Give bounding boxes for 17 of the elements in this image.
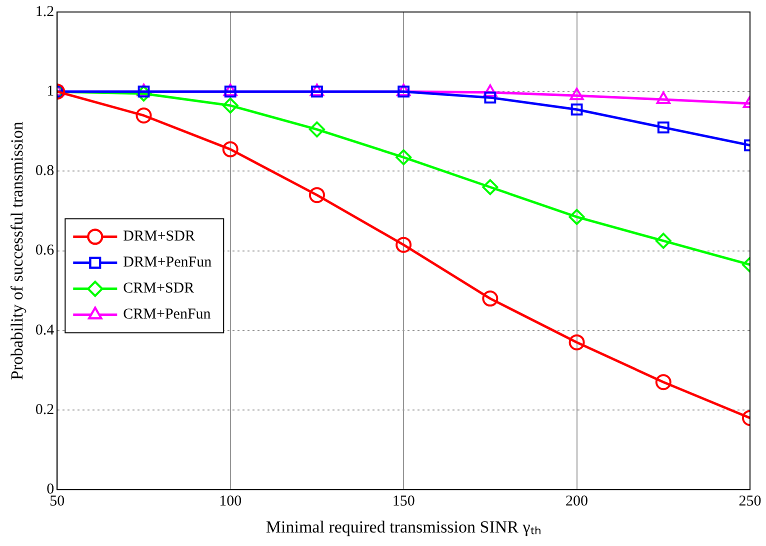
y-axis-title: Probability of successful transmission bbox=[8, 121, 27, 380]
legend-label: CRM+PenFun bbox=[123, 306, 212, 323]
x-tick-label: 150 bbox=[392, 494, 415, 510]
y-tick-label: 1.2 bbox=[35, 4, 54, 20]
y-tick-label: 0.8 bbox=[35, 163, 54, 180]
x-tick-label: 250 bbox=[738, 494, 762, 510]
y-tick-label: 0.2 bbox=[35, 402, 54, 418]
x-tick-label: 100 bbox=[219, 494, 242, 510]
x-axis-title: Minimal required transmission SINR γₜₕ bbox=[266, 517, 542, 536]
y-tick-label: 1 bbox=[46, 84, 54, 100]
legend-label: DRM+PenFun bbox=[123, 254, 212, 271]
legend-label: DRM+SDR bbox=[123, 228, 195, 245]
legend-label: CRM+SDR bbox=[123, 280, 194, 297]
y-tick-label: 0.6 bbox=[35, 242, 55, 259]
y-tick-label: 0.4 bbox=[35, 322, 55, 338]
x-tick-label: 50 bbox=[50, 494, 65, 510]
x-tick-label: 200 bbox=[566, 494, 588, 510]
